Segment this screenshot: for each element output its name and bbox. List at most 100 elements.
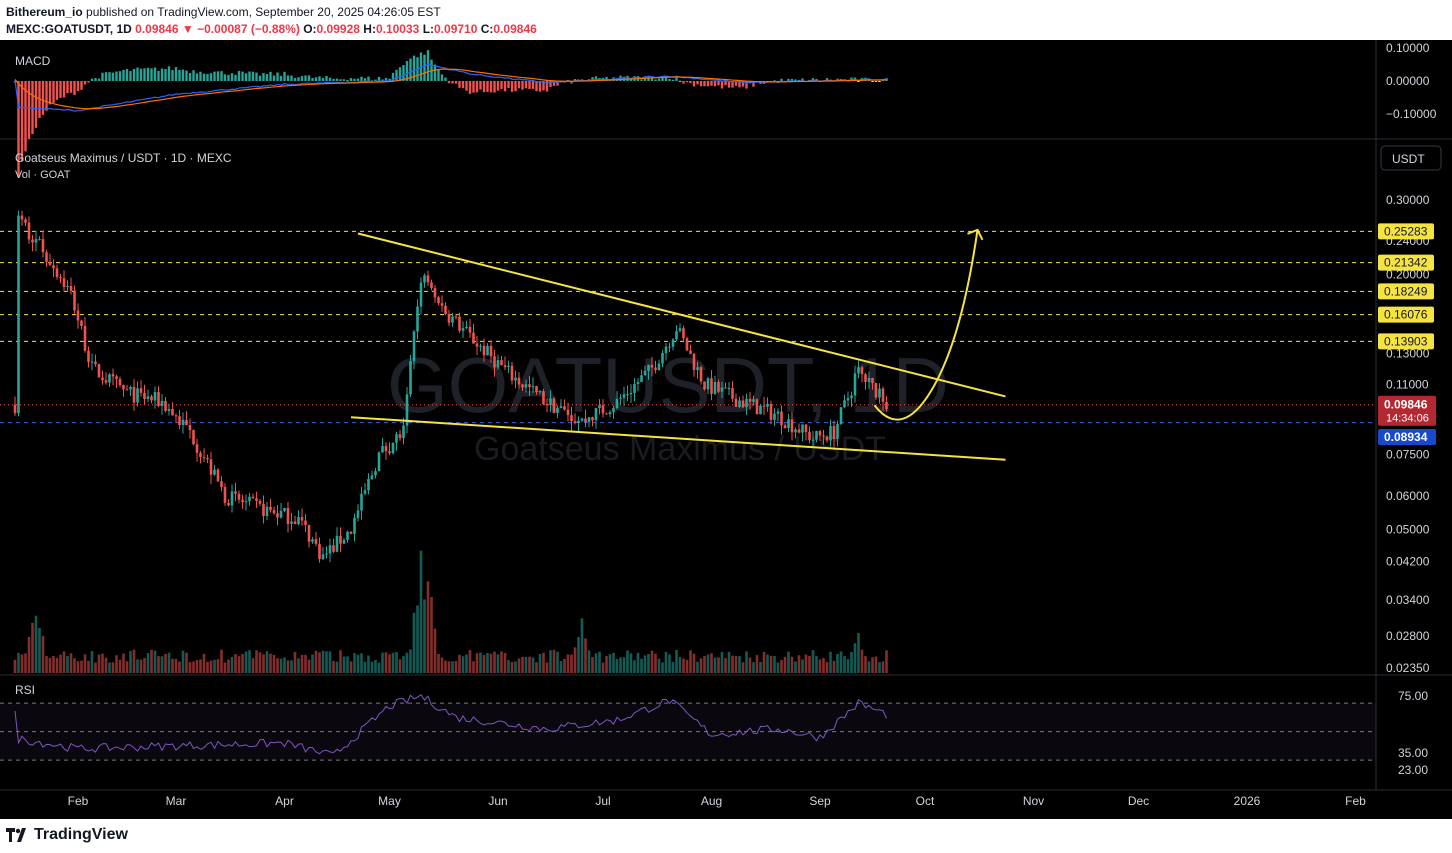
macd-histogram-bar [27, 81, 31, 139]
candle-body [416, 306, 419, 332]
macd-histogram-bar [437, 69, 440, 81]
macd-histogram-bar [699, 81, 703, 87]
candle-body [377, 452, 381, 472]
macd-histogram-bar [55, 81, 59, 100]
candle-body [675, 331, 678, 340]
volume-bar [153, 650, 157, 673]
volume-bar [580, 618, 584, 673]
volume-bar [297, 658, 300, 673]
volume-bar [741, 662, 745, 673]
volume-bar [171, 658, 174, 673]
macd-histogram-bar [69, 81, 73, 93]
candle-body [797, 429, 801, 433]
macd-histogram-bar [535, 81, 538, 92]
candle-body [531, 386, 535, 388]
volume-bar [682, 658, 685, 673]
candle-body [713, 382, 717, 394]
price-tick-label: 0.04200 [1386, 554, 1430, 568]
macd-histogram-bar [17, 81, 20, 178]
volume-bar [90, 651, 94, 673]
macd-histogram-bar [801, 78, 804, 81]
main-title[interactable]: Goatseus Maximus / USDT · 1D · MEXC [15, 151, 232, 165]
macd-histogram-bar [178, 70, 181, 81]
currency-button[interactable] [1380, 145, 1442, 171]
rsi-label[interactable]: RSI [15, 683, 35, 697]
macd-histogram-bar [451, 81, 454, 84]
candle-body [279, 510, 283, 518]
volume-bar [825, 661, 829, 673]
candle-body [402, 425, 405, 439]
candle-body [454, 316, 458, 318]
volume-label[interactable]: Vol · GOAT [15, 169, 71, 181]
volume-bar [559, 661, 563, 673]
symbol-label[interactable]: MEXC:GOATUSDT, 1D [6, 22, 132, 36]
candle-body [325, 553, 328, 555]
candle-body [129, 387, 132, 390]
candle-body [811, 439, 815, 441]
macd-histogram-bar [244, 73, 248, 81]
volume-bar [426, 581, 430, 673]
candle-body [584, 418, 587, 423]
candle-body [293, 521, 297, 525]
macd-histogram-bar [794, 79, 797, 81]
currency-button-label[interactable]: USDT [1392, 152, 1425, 166]
volume-bar [188, 662, 192, 673]
candle-body [563, 406, 566, 410]
volume-bar [24, 653, 27, 673]
candle-body [405, 394, 409, 426]
volume-bar [293, 652, 297, 673]
macd-histogram-bar [41, 81, 45, 115]
volume-bar [650, 650, 654, 673]
macd-label[interactable]: MACD [15, 54, 51, 68]
volume-bar [59, 654, 62, 673]
macd-histogram-bar [132, 68, 136, 81]
candle-body [517, 377, 521, 385]
volume-bar [535, 662, 538, 673]
volume-bar [388, 654, 391, 673]
volume-bar [790, 656, 794, 673]
candle-body [857, 367, 860, 374]
macd-histogram-bar [510, 81, 514, 92]
candle-body [115, 376, 118, 380]
candle-body [787, 419, 790, 429]
volume-bar [66, 656, 69, 673]
volume-bar [101, 653, 104, 673]
candle-body [122, 385, 125, 390]
volume-bar [745, 651, 748, 673]
candle-body [580, 418, 584, 421]
candle-body [167, 408, 171, 411]
volume-bar [783, 656, 787, 673]
chart-header: Bithereum_io published on TradingView.co… [0, 0, 1452, 40]
volume-bar [34, 615, 38, 673]
macd-histogram-bar [482, 81, 486, 93]
candle-body [769, 404, 773, 420]
candle-body [699, 367, 703, 382]
time-tick-label: Feb [1345, 794, 1366, 808]
candle-body [297, 517, 300, 525]
macd-histogram-bar [290, 75, 293, 81]
chart-canvas[interactable]: GOATUSDT, 1D Goatseus Maximus / USDT MAC… [0, 40, 1452, 819]
macd-histogram-bar [209, 73, 213, 81]
macd-histogram-bar [545, 81, 549, 92]
tradingview-logo[interactable]: TradingView [6, 826, 128, 844]
macd-histogram-bar [752, 81, 755, 87]
volume-bar [146, 653, 150, 673]
volume-bar [178, 661, 181, 673]
volume-bar [619, 657, 622, 673]
candle-body [720, 387, 724, 392]
macd-histogram-bar [661, 76, 664, 81]
candle-body [423, 275, 426, 283]
candle-body [801, 424, 804, 433]
candle-body [762, 405, 766, 407]
macd-histogram-bar [59, 81, 62, 98]
volume-bar [815, 656, 818, 673]
macd-histogram-bar [339, 79, 342, 81]
volume-bar [605, 655, 608, 673]
volume-bar [318, 652, 321, 673]
macd-histogram-bar [682, 81, 685, 84]
candle-body [269, 506, 272, 511]
publisher-name[interactable]: Bithereum_io [6, 5, 83, 19]
volume-bar [864, 656, 867, 673]
candle-body [657, 363, 661, 371]
volume-bar [384, 652, 388, 673]
